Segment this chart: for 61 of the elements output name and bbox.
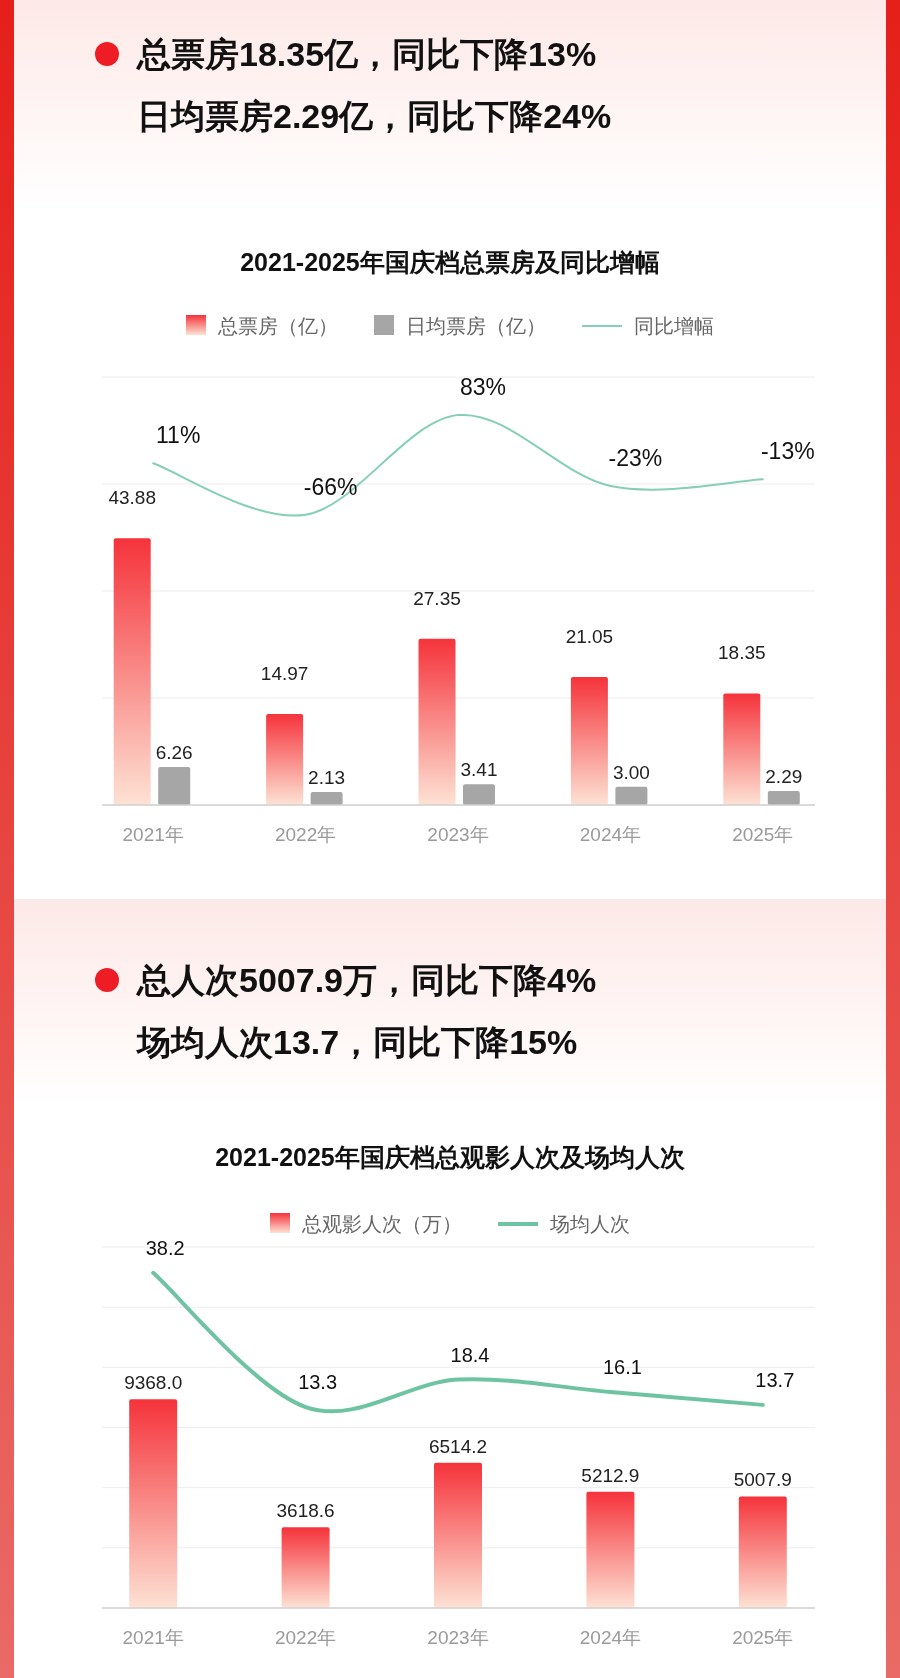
legend-label: 日均票房（亿） (406, 315, 546, 337)
bar (113, 538, 151, 805)
x-tick-label: 2022年 (274, 824, 337, 845)
bar (158, 766, 191, 805)
x-tick-label: 2025年 (732, 824, 794, 845)
data-label: 13.3 (298, 1371, 338, 1394)
x-tick-label: 2023年 (427, 1627, 489, 1648)
data-label: 6.26 (155, 741, 193, 763)
text: 场均人次13.7，同比下降15% (135, 1023, 578, 1061)
data-label: 2.29 (765, 766, 803, 788)
legend-label: 同比增幅 (634, 315, 714, 337)
x-tick-label: 2023年 (427, 824, 489, 845)
data-label: 9368.0 (124, 1372, 183, 1394)
x-tick-label: 2022年 (274, 1627, 337, 1648)
data-label: 38.2 (145, 1236, 185, 1259)
data-label: -23% (608, 445, 663, 472)
data-label: -66% (303, 473, 358, 500)
data-label: 18.35 (718, 642, 766, 664)
x-tick-label: 2021年 (122, 824, 184, 845)
data-label: 14.97 (260, 662, 309, 684)
data-label: 16.1 (602, 1355, 642, 1378)
data-label: 5007.9 (733, 1469, 792, 1491)
bar (586, 1491, 635, 1608)
text: 日均票房2.29亿，同比下降24% (137, 97, 612, 135)
data-label: 13.7 (755, 1368, 795, 1391)
bar (310, 792, 343, 805)
bar (434, 1462, 482, 1608)
legend-label: 总票房（亿） (217, 315, 338, 337)
chart-title: 2021-2025年国庆档总票房及同比增幅 (240, 248, 660, 276)
x-tick-label: 2021年 (122, 1627, 184, 1648)
bar (463, 784, 495, 805)
bar (418, 638, 456, 805)
data-label: -13% (760, 438, 815, 465)
data-label: 83% (459, 374, 507, 401)
text: 总人次5007.9万，同比下降4% (135, 961, 597, 999)
data-label: 11% (156, 422, 201, 449)
bar (129, 1399, 178, 1608)
data-label: 3.00 (612, 761, 650, 783)
data-label: 27.35 (413, 587, 461, 609)
bar (281, 1527, 330, 1608)
x-tick-label: 2024年 (579, 1627, 642, 1648)
legend-label: 总观影人次（万） (301, 1213, 462, 1235)
chart-title: 2021-2025年国庆档总观影人次及场均人次 (215, 1143, 686, 1171)
bar (767, 791, 800, 805)
bar (570, 677, 608, 805)
data-label: 21.05 (565, 626, 614, 648)
data-label: 5212.9 (581, 1464, 640, 1486)
legend-label: 场均人次 (549, 1213, 630, 1235)
bar (266, 713, 304, 805)
bar (723, 693, 761, 805)
bar (615, 786, 648, 805)
data-label: 43.88 (108, 487, 156, 509)
data-label: 18.4 (450, 1343, 490, 1366)
data-label: 3.41 (460, 759, 498, 781)
bar (738, 1496, 787, 1608)
x-tick-label: 2024年 (579, 824, 642, 845)
data-label: 3618.6 (276, 1500, 335, 1522)
data-label: 2.13 (308, 767, 346, 789)
text: 总票房18.35亿，同比下降13% (135, 35, 597, 73)
data-label: 6514.2 (428, 1435, 488, 1457)
x-tick-label: 2025年 (732, 1627, 794, 1648)
